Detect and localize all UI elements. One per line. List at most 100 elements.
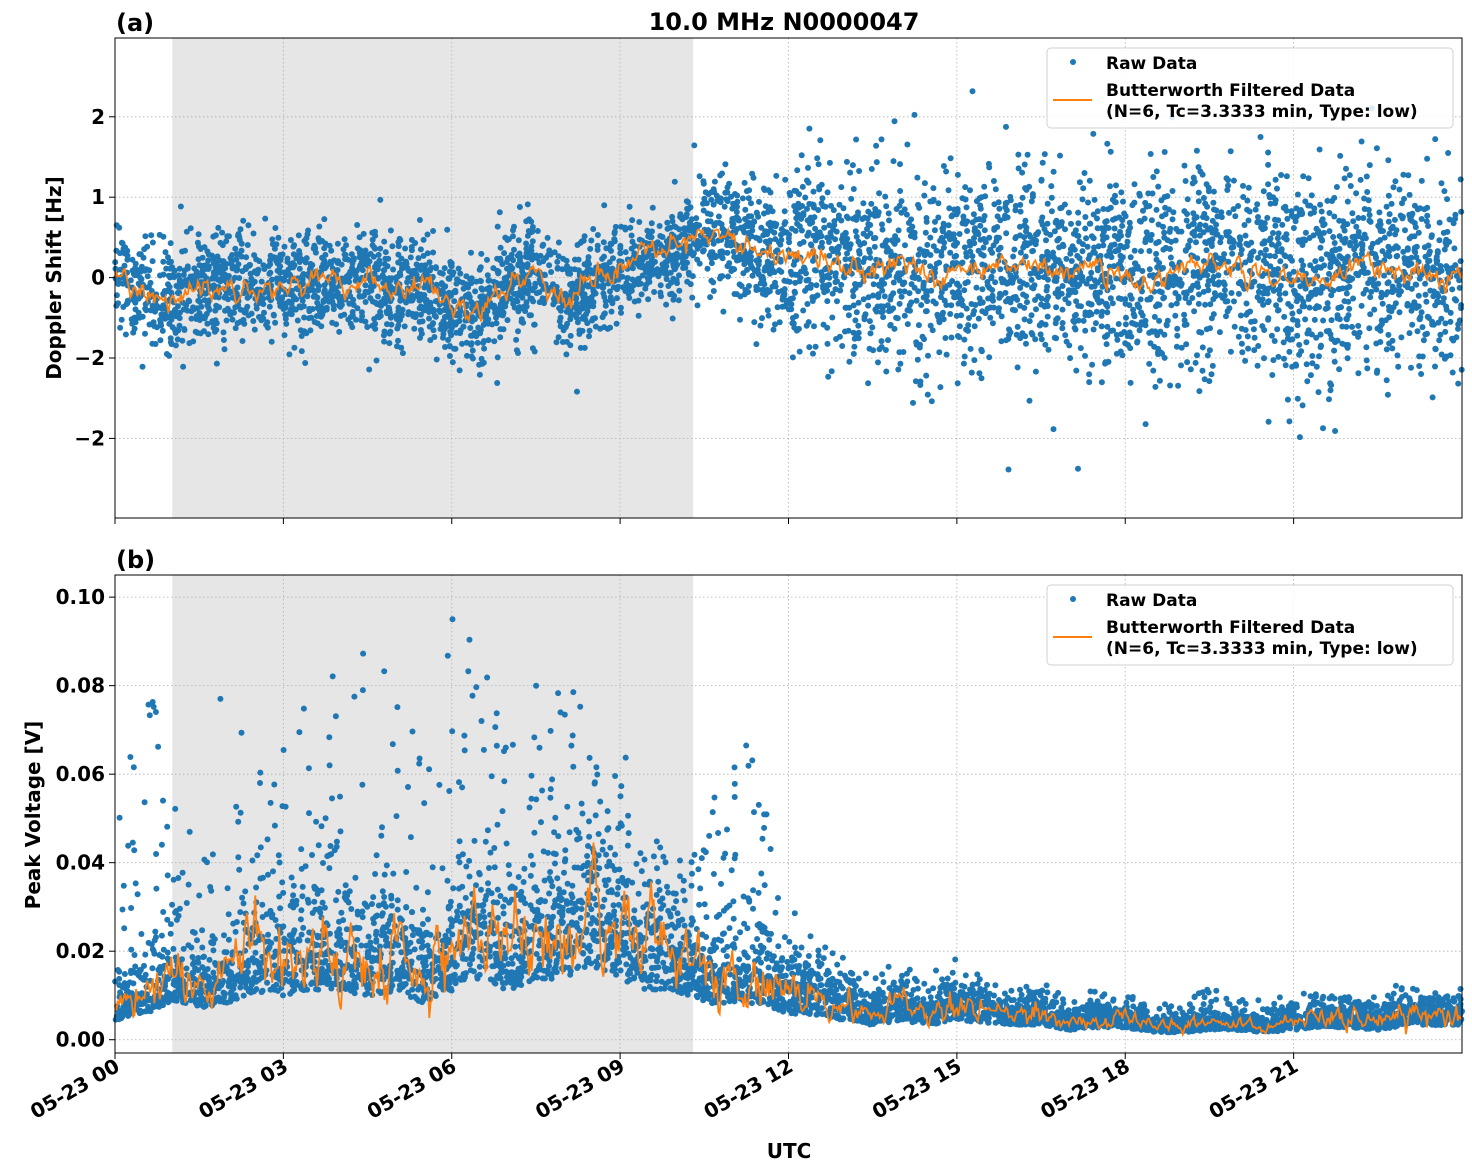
- raw-data-point: [1390, 338, 1396, 344]
- raw-data-point: [1355, 370, 1361, 376]
- raw-data-point: [1442, 329, 1448, 335]
- raw-data-point: [796, 191, 802, 197]
- raw-data-point: [113, 303, 119, 309]
- raw-data-point: [1174, 333, 1180, 339]
- raw-data-point: [1306, 294, 1312, 300]
- raw-data-point: [636, 219, 642, 225]
- raw-data-point: [1138, 248, 1144, 254]
- raw-data-point: [662, 271, 668, 277]
- raw-data-point: [327, 243, 333, 249]
- raw-data-point: [1383, 252, 1389, 258]
- raw-data-point: [802, 195, 808, 201]
- raw-data-point: [1231, 178, 1237, 184]
- raw-data-point: [475, 340, 481, 346]
- raw-data-point: [141, 255, 147, 261]
- raw-data-point: [930, 298, 936, 304]
- raw-data-point: [942, 285, 948, 291]
- raw-data-point: [411, 326, 417, 332]
- raw-data-point: [1183, 178, 1189, 184]
- raw-data-point: [806, 319, 812, 325]
- raw-data-point: [1183, 341, 1189, 347]
- raw-data-point: [844, 159, 850, 165]
- raw-data-point: [353, 273, 359, 279]
- raw-data-point: [1174, 326, 1180, 332]
- raw-data-point: [1416, 363, 1422, 369]
- raw-data-point: [892, 118, 898, 124]
- raw-data-point: [1291, 225, 1297, 231]
- raw-data-point: [1301, 236, 1307, 242]
- raw-data-point: [942, 335, 948, 341]
- raw-data-point: [990, 320, 996, 326]
- raw-data-point: [1300, 402, 1306, 408]
- raw-data-point: [1436, 337, 1442, 343]
- raw-data-point: [1229, 290, 1235, 296]
- raw-data-point: [850, 162, 856, 168]
- raw-data-point: [936, 260, 942, 266]
- raw-data-point: [1063, 256, 1069, 262]
- raw-data-point: [1169, 276, 1175, 282]
- raw-data-point: [997, 217, 1003, 223]
- raw-data-point: [856, 248, 862, 254]
- raw-data-point: [595, 247, 601, 253]
- y-axis-label-a: Doppler Shift [Hz]: [42, 176, 66, 380]
- raw-data-point: [1366, 207, 1372, 213]
- raw-data-point: [1331, 195, 1337, 201]
- raw-data-point: [1089, 233, 1095, 239]
- raw-data-point: [819, 182, 825, 188]
- raw-data-point: [797, 278, 803, 284]
- raw-data-point: [917, 246, 923, 252]
- raw-data-point: [1289, 364, 1295, 370]
- raw-data-point: [601, 202, 607, 208]
- raw-data-point: [840, 239, 846, 245]
- raw-data-point: [362, 282, 368, 288]
- raw-data-point: [1276, 307, 1282, 313]
- raw-data-point: [1226, 229, 1232, 235]
- raw-data-point: [1279, 222, 1285, 228]
- raw-data-point: [1324, 198, 1330, 204]
- raw-data-point: [304, 255, 310, 261]
- raw-data-point: [1415, 328, 1421, 334]
- raw-data-point: [329, 292, 335, 298]
- raw-data-point: [273, 258, 279, 264]
- raw-data-point: [580, 293, 586, 299]
- raw-data-point: [177, 315, 183, 321]
- raw-data-point: [811, 214, 817, 220]
- raw-data-point: [1170, 188, 1176, 194]
- raw-data-point: [1154, 257, 1160, 263]
- raw-data-point: [813, 344, 819, 350]
- raw-data-point: [418, 246, 424, 252]
- raw-data-point: [1129, 202, 1135, 208]
- raw-data-point: [478, 251, 484, 257]
- raw-data-point: [299, 333, 305, 339]
- raw-data-point: [409, 311, 415, 317]
- raw-data-point: [1285, 331, 1291, 337]
- raw-data-point: [602, 310, 608, 316]
- raw-data-point: [1275, 235, 1281, 241]
- raw-data-point: [536, 260, 542, 266]
- raw-data-point: [397, 236, 403, 242]
- raw-data-point: [1343, 166, 1349, 172]
- raw-data-point: [1380, 301, 1386, 307]
- raw-data-point: [821, 217, 827, 223]
- raw-data-point: [804, 301, 810, 307]
- raw-data-point: [1033, 306, 1039, 312]
- raw-data-point: [650, 271, 656, 277]
- raw-data-point: [1056, 244, 1062, 250]
- raw-data-point: [624, 275, 630, 281]
- raw-data-point: [1193, 239, 1199, 245]
- raw-data-point: [1121, 211, 1127, 217]
- raw-data-point: [782, 286, 788, 292]
- raw-data-point: [1110, 217, 1116, 223]
- raw-data-point: [481, 346, 487, 352]
- raw-data-point: [1374, 261, 1380, 267]
- raw-data-point: [963, 250, 969, 256]
- raw-data-point: [1386, 193, 1392, 199]
- raw-data-point: [481, 322, 487, 328]
- raw-data-point: [1113, 182, 1119, 188]
- raw-data-point: [475, 325, 481, 331]
- raw-data-point: [1270, 230, 1276, 236]
- raw-data-point: [626, 291, 632, 297]
- raw-data-point: [1134, 339, 1140, 345]
- raw-data-point: [1102, 361, 1108, 367]
- raw-data-point: [1236, 291, 1242, 297]
